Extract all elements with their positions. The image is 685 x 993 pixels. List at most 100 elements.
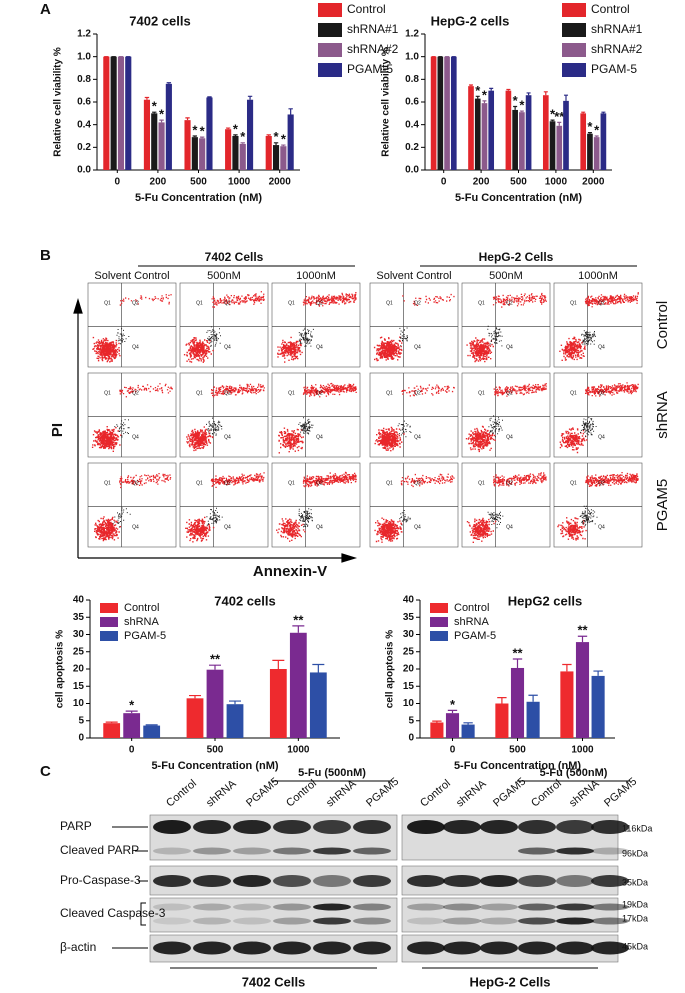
event-dots-dark <box>488 415 503 438</box>
bar <box>125 56 132 170</box>
event-dots <box>466 472 547 543</box>
marker-label: 35kDa <box>622 877 648 887</box>
legend-label: PGAM-5 <box>347 62 393 76</box>
error-bar <box>506 88 511 91</box>
y-tick-label: 10 <box>403 698 415 709</box>
bar <box>445 713 460 738</box>
quadrant-label: Q4 <box>316 344 323 350</box>
blot-band <box>273 820 311 834</box>
quadrant-lines <box>554 283 642 367</box>
error-bar <box>593 670 603 676</box>
event-dots <box>183 291 265 363</box>
x-tick-label: 500 <box>510 177 527 188</box>
quadrant-label: Q2 <box>224 300 231 306</box>
x-tick-label: 500 <box>190 177 207 188</box>
bar <box>430 722 444 738</box>
significance-mark: * <box>152 99 158 114</box>
event-dots <box>186 383 265 452</box>
event-dots-dark <box>206 326 221 347</box>
blot-band <box>556 875 594 887</box>
legend-label: shRNA#2 <box>347 42 399 56</box>
event-dots-dark <box>206 417 223 436</box>
blot-band <box>407 820 445 834</box>
y-tick-label: 0.6 <box>405 97 419 108</box>
quadrant-label: Q4 <box>598 524 605 530</box>
bar <box>505 90 512 170</box>
y-axis-title: PI <box>49 423 66 437</box>
event-dots <box>94 473 172 542</box>
y-tick-label: 25 <box>73 646 85 657</box>
x-tick-label: 1000 <box>228 177 251 188</box>
quadrant-label: Q2 <box>598 480 605 486</box>
blot-band <box>273 941 311 955</box>
blot-band <box>407 941 445 955</box>
blot-band <box>518 847 556 855</box>
column-label: 1000nM <box>296 270 336 282</box>
quadrant-label: Q4 <box>316 434 323 440</box>
error-bar <box>288 108 293 115</box>
bar <box>246 99 254 170</box>
blot-band <box>233 875 271 887</box>
significance-mark: ** <box>554 109 565 124</box>
error-bar <box>192 135 198 138</box>
marker-label: 17kDa <box>622 913 648 923</box>
bar <box>495 703 509 738</box>
y-arrow <box>73 297 83 558</box>
legend-swatch <box>318 3 342 17</box>
event-dots <box>278 382 357 454</box>
significance-mark: * <box>159 107 165 122</box>
x-tick-label: 200 <box>473 177 490 188</box>
significance-mark: * <box>129 698 135 713</box>
event-dots-dark <box>579 505 598 527</box>
significance-mark: * <box>519 98 525 113</box>
y-tick-label: 5 <box>78 715 84 726</box>
error-bar <box>594 135 599 138</box>
bar <box>556 125 563 170</box>
bar <box>117 56 125 170</box>
legend-swatch <box>318 63 342 77</box>
bar <box>151 113 158 170</box>
quadrant-label: Q1 <box>386 480 393 486</box>
blot-band <box>313 847 351 855</box>
quadrant-label: Q2 <box>316 390 323 396</box>
blot-band <box>313 820 351 834</box>
quadrant-label: Q1 <box>196 300 203 306</box>
error-bar <box>512 658 523 668</box>
chart-title: 7402 cells <box>129 13 190 28</box>
column-label: Solvent Control <box>376 270 451 282</box>
bar <box>593 137 600 170</box>
bar <box>110 56 117 170</box>
bar <box>542 95 549 170</box>
error-bar <box>166 82 172 84</box>
panel-label: C <box>40 763 51 780</box>
blot-band <box>153 847 191 855</box>
error-bar <box>432 720 442 723</box>
panel-label: B <box>40 247 51 264</box>
x-tick-label: 2000 <box>582 177 605 188</box>
y-tick-label: 0.8 <box>77 74 91 85</box>
bar <box>600 113 607 170</box>
event-dots <box>465 383 547 453</box>
flow-plot <box>179 282 269 368</box>
blot-band <box>233 820 271 834</box>
row-label: Pro-Caspase-3 <box>60 873 141 887</box>
blot-band <box>407 917 445 925</box>
error-bar <box>557 121 562 126</box>
quadrant-label: Q4 <box>598 344 605 350</box>
error-bar <box>189 694 201 699</box>
y-tick-label: 0.8 <box>405 74 419 85</box>
legend-label: shRNA <box>124 616 160 628</box>
error-bar <box>482 100 487 104</box>
event-dots-dark <box>116 328 130 345</box>
blot-band <box>518 903 556 911</box>
event-dots-dark <box>206 507 223 526</box>
blot-band <box>556 917 594 925</box>
blot-band <box>193 875 231 887</box>
quadrant-label: Q4 <box>414 524 421 530</box>
significance-mark: * <box>587 119 593 134</box>
blot-band <box>233 941 271 955</box>
lane-label: shRNA <box>204 778 239 810</box>
bar <box>526 701 540 738</box>
error-bar <box>543 91 548 96</box>
x-tick-label: 500 <box>509 745 526 756</box>
